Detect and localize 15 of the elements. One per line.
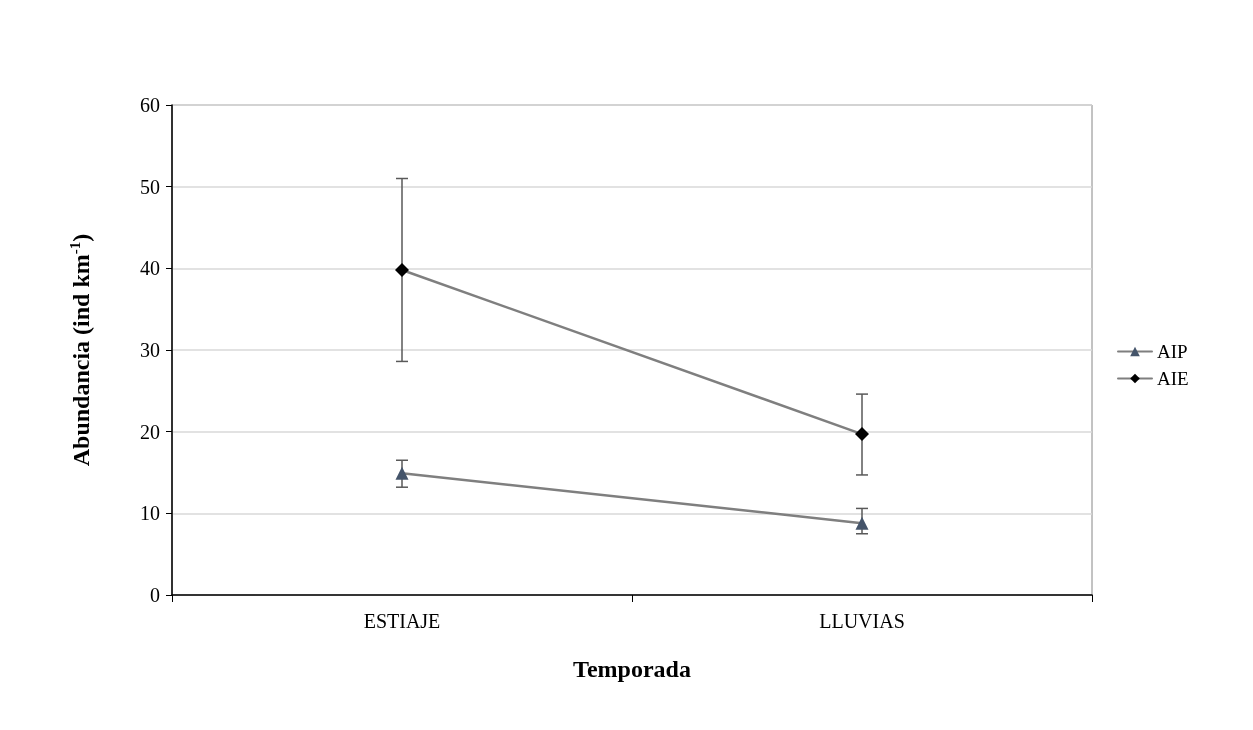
y-tick-label: 60 xyxy=(140,94,160,116)
y-tick-label: 0 xyxy=(150,584,160,606)
x-tick-label: ESTIAJE xyxy=(363,610,441,632)
y-tick-label: 50 xyxy=(140,175,160,198)
y-tick-label: 40 xyxy=(140,257,160,280)
y-tick-label: 10 xyxy=(140,502,160,525)
x-axis-title: Temporada xyxy=(573,656,691,682)
y-tick-label: 30 xyxy=(140,339,160,361)
legend-label: AIE xyxy=(1157,368,1189,389)
y-axis-title: Abundancia (ind km-1) xyxy=(66,233,94,467)
x-tick-label: LLUVIAS xyxy=(819,610,905,632)
legend-label: AIP xyxy=(1157,341,1188,362)
point xyxy=(855,427,869,442)
point xyxy=(395,262,409,277)
y-tick-label: 20 xyxy=(140,420,160,443)
